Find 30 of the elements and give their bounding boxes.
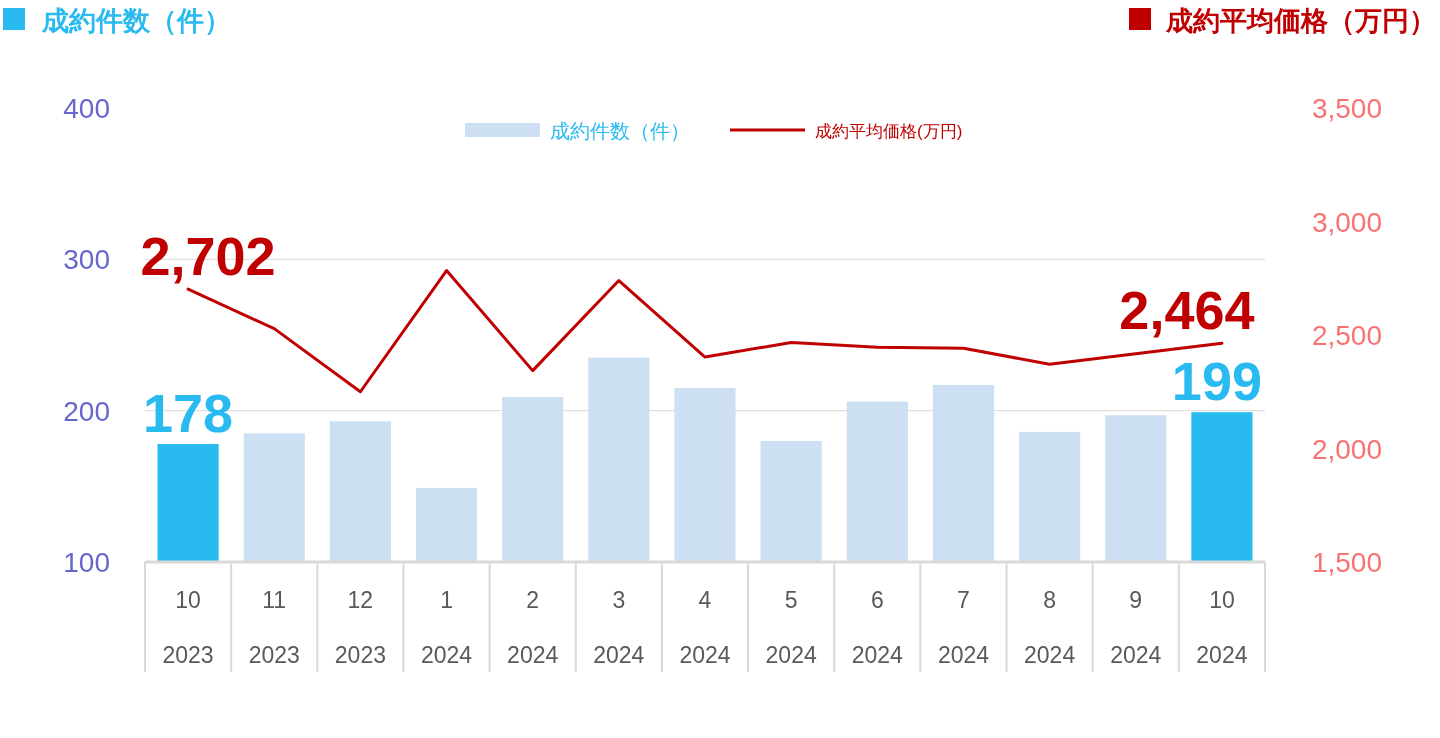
category-label: 8 2024	[1024, 587, 1076, 668]
y-tick-label: 400	[63, 93, 110, 124]
category-label: 11 2023	[248, 587, 300, 668]
category-label: 9 2024	[1110, 587, 1162, 668]
category-label: 7 2024	[937, 587, 990, 668]
y-tick-label: 200	[63, 395, 110, 427]
category-label: 12 2023	[334, 587, 386, 668]
category-label: 3 2024	[593, 587, 645, 668]
data-label: 199	[1171, 351, 1262, 412]
category-label: 10 2023	[162, 587, 214, 668]
data-label: 2,702	[140, 226, 276, 287]
legend-label: 成約平均価格(万円)	[815, 122, 963, 141]
y2-tick-label: 2,000	[1311, 433, 1382, 465]
y-tick-label: 100	[63, 547, 110, 578]
category-label: 10 2024	[1196, 587, 1248, 668]
legend-label: 成約件数（件）	[550, 120, 690, 142]
y2-tick-label: 2,500	[1311, 320, 1382, 351]
category-label: 5 2024	[765, 587, 817, 668]
y2-axis-title: 成約平均価格（万円）	[1165, 6, 1436, 36]
y2-tick-label: 3,000	[1311, 206, 1382, 238]
y2-tick-label: 1,500	[1311, 547, 1382, 578]
y-tick-label: 300	[63, 244, 110, 276]
data-label: 178	[143, 382, 234, 443]
y2-tick-label: 3,500	[1311, 93, 1382, 124]
category-label: 2 2024	[507, 587, 559, 668]
category-label: 4 2024	[679, 587, 731, 668]
category-label: 1 2024	[420, 587, 473, 668]
y-axis-title: 成約件数（件）	[41, 6, 231, 36]
category-label: 6 2024	[851, 587, 903, 668]
data-label: 2,464	[1119, 280, 1255, 341]
